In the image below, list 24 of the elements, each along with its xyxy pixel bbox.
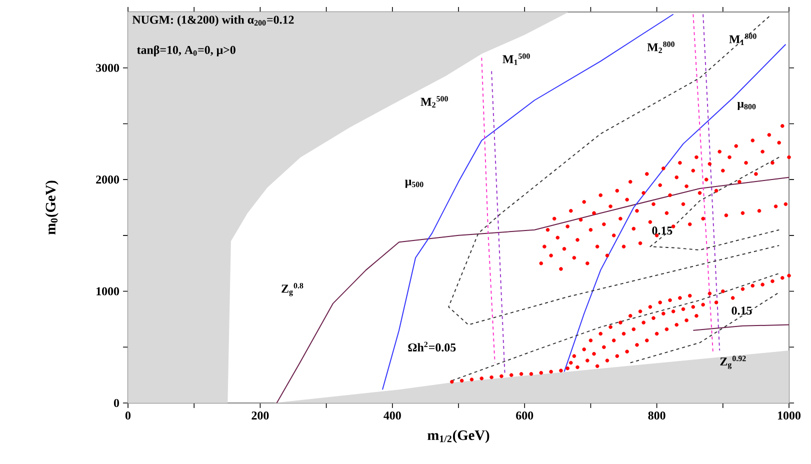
x-tick-label: 0 — [125, 412, 131, 420]
x-axis-title: m$_{1/2}$(GeV) — [428, 430, 490, 443]
y-tick-label: 1000 — [96, 287, 120, 296]
y-tick-label: 3000 — [96, 64, 120, 72]
line-series — [382, 14, 674, 390]
text: tanβ=10, A$_{0}$=0, μ>0 — [136, 45, 236, 56]
annotation: Ωh$^{2}$=0.05 — [408, 342, 456, 352]
annotation: 0.15 — [652, 226, 672, 235]
x-tick-label: 600 — [516, 412, 534, 420]
chart-title: NUGM: (1&200) with α$_{200}$=0.12 — [132, 15, 294, 26]
y-tick-label: 0 — [114, 398, 120, 408]
y-axis-title: m$_{0}$(GeV) — [45, 180, 58, 235]
x-tick-label: 200 — [252, 412, 269, 420]
y-tick-label: 2000 — [96, 176, 120, 184]
line-series — [650, 156, 780, 250]
x-tick-label: 400 — [384, 412, 401, 420]
line-series — [276, 176, 790, 403]
x-tick-label: 1000 — [778, 412, 800, 420]
line-series — [448, 16, 780, 326]
annotation: 0.15 — [732, 306, 752, 315]
annotation: μ$_{800}$ — [737, 102, 756, 110]
x-tick-label: 800 — [648, 412, 666, 420]
line-series — [564, 44, 786, 372]
annotation: μ$_{500}$ — [405, 180, 424, 188]
